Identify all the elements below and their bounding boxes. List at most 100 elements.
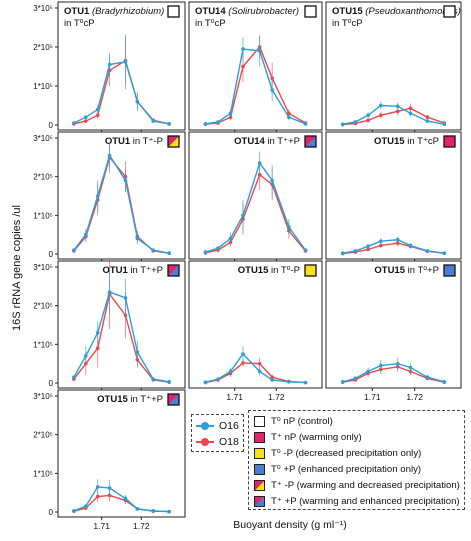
- data-point-o16: [379, 103, 383, 108]
- y-tick-label: 3*10⁵: [33, 392, 53, 401]
- data-point-o16: [107, 62, 112, 67]
- x-tick-label: 1.71: [93, 521, 110, 531]
- data-point-o18: [425, 115, 430, 119]
- y-axis-title: 16S rRNA gene copies /ul: [11, 205, 23, 331]
- data-point-o16: [84, 504, 88, 509]
- red-yellow-swatch-icon: [254, 479, 265, 491]
- y-tick-label: 0: [49, 250, 54, 259]
- data-point-o18: [379, 243, 383, 248]
- data-point-o16: [203, 380, 208, 385]
- chart-panel-7: 0 1*10⁵ 2*10⁵ 3*10⁵ OTU1 in T⁺+P: [33, 259, 186, 391]
- series-line-o18: [205, 45, 306, 125]
- data-point-o16: [135, 99, 140, 104]
- data-point-o16: [425, 375, 430, 380]
- panel-title-rest: in T⁺+P: [265, 136, 300, 147]
- data-point-o16: [216, 120, 220, 124]
- panel-title: OTU1 in T⁺-P: [105, 136, 163, 147]
- data-point-o16: [408, 365, 413, 370]
- data-point-o18: [257, 361, 262, 366]
- legend-item-warming-decreased: T⁺ -P (warming and decreased precipitati…: [254, 478, 460, 492]
- data-point-o16: [228, 111, 233, 116]
- series-line-o16: [342, 362, 445, 383]
- panel-title-otu: OTU1: [105, 136, 131, 147]
- data-point-o16: [408, 111, 413, 116]
- data-point-o16: [340, 251, 345, 256]
- y-tick-label: 3*10⁵: [33, 263, 53, 272]
- panel-title-rest: in T⁺+P: [128, 265, 163, 276]
- data-point-o16: [366, 369, 370, 374]
- treatment-swatch-icon: [443, 135, 456, 148]
- chart-panel-8: 1.71 1.72 OTU15 in T⁰-P: [188, 260, 323, 402]
- data-point-o16: [408, 243, 413, 248]
- panel-title-rest: (Bradyrhizobium): [89, 6, 164, 17]
- legend-label-decreased: T⁰ -P (decreased precipitation only): [271, 447, 422, 459]
- treatment-swatch-icon: [304, 264, 317, 277]
- data-point-o16: [353, 376, 358, 381]
- panel-title-otu: OTU1: [102, 265, 128, 276]
- panel-frame: [57, 131, 186, 260]
- white-swatch-icon: [254, 415, 265, 427]
- data-point-o18: [287, 111, 291, 116]
- legend-label-enhanced: T⁰ +P (enhanced precipitation only): [271, 463, 422, 475]
- chart-panel-3: OTU15 (Pseudoxanthomonas)in T⁰cP: [325, 1, 462, 133]
- data-point-o16: [270, 178, 274, 183]
- data-point-o16: [353, 120, 358, 124]
- data-point-o16: [84, 354, 88, 358]
- x-tick-label: 1.72: [406, 392, 423, 402]
- panel-title: OTU1 in T⁺+P: [102, 265, 163, 276]
- data-point-o18: [408, 106, 413, 111]
- y-tick-label: 3*10⁵: [33, 134, 53, 143]
- treatment-swatch-icon: [167, 393, 180, 406]
- data-point-o16: [442, 380, 447, 384]
- panel-frame: [325, 1, 462, 131]
- data-point-o16: [95, 485, 100, 489]
- data-point-o16: [167, 251, 171, 256]
- data-point-o18: [95, 113, 100, 118]
- data-point-o16: [303, 380, 308, 385]
- panel-title: OTU15 (Pseudoxanthomonas): [332, 6, 461, 17]
- data-point-o16: [123, 296, 128, 300]
- data-point-o16: [107, 486, 112, 490]
- legend-item-decreased: T⁰ -P (decreased precipitation only): [254, 446, 421, 460]
- y-tick-label: 1*10⁵: [33, 469, 53, 478]
- data-point-o18: [366, 247, 370, 252]
- data-point-o16: [151, 509, 156, 513]
- data-point-o16: [366, 113, 370, 118]
- series-line-o18: [342, 107, 445, 126]
- panel-title-rest: (Solirubrobacter): [226, 6, 299, 17]
- panel-title: OTU15 in T⁰-P: [238, 265, 300, 276]
- legend-label-o18: O18: [219, 436, 239, 448]
- panel-title-rest: in T⁰+P: [405, 265, 439, 276]
- data-point-o16: [72, 375, 76, 380]
- chart-panel-5: OTU14 in T⁺+P: [188, 131, 323, 262]
- data-point-o16: [228, 369, 233, 374]
- data-point-o16: [241, 213, 245, 218]
- data-point-o16: [379, 239, 383, 244]
- data-point-o16: [353, 249, 358, 253]
- data-point-o16: [95, 107, 100, 112]
- data-point-o16: [123, 496, 128, 501]
- treatment-swatch-icon: [443, 5, 456, 18]
- panel-title-otu: OTU1: [64, 6, 90, 17]
- x-tick-label: 1.72: [133, 521, 150, 531]
- data-point-o16: [366, 244, 370, 249]
- panel-title-line2: in T⁰cP: [332, 18, 363, 29]
- red-blue-swatch-icon: [254, 495, 265, 507]
- treatment-swatch-icon: [167, 264, 180, 277]
- data-point-o16: [167, 122, 171, 126]
- panel-title-rest: (Pseudoxanthomonas): [363, 6, 461, 17]
- panel-frame: [188, 260, 323, 389]
- series-legend: O16 O18: [191, 414, 244, 452]
- legend-item-warming-enhanced: T⁺ +P (warming and enhanced precipitatio…: [254, 494, 460, 508]
- data-point-o16: [228, 236, 233, 241]
- data-point-o16: [167, 380, 171, 384]
- data-point-o16: [270, 378, 274, 382]
- panel-title-otu: OTU15: [332, 6, 363, 17]
- data-point-o16: [340, 122, 345, 127]
- y-tick-label: 0: [49, 121, 54, 130]
- panel-title-rest: in T⁺-P: [130, 136, 163, 147]
- panel-title-otu: OTU15: [238, 265, 269, 276]
- o18-marker-icon: [196, 437, 214, 447]
- panel-title-line2: in T⁰cP: [195, 18, 226, 29]
- treatment-swatch-icon: [304, 135, 317, 148]
